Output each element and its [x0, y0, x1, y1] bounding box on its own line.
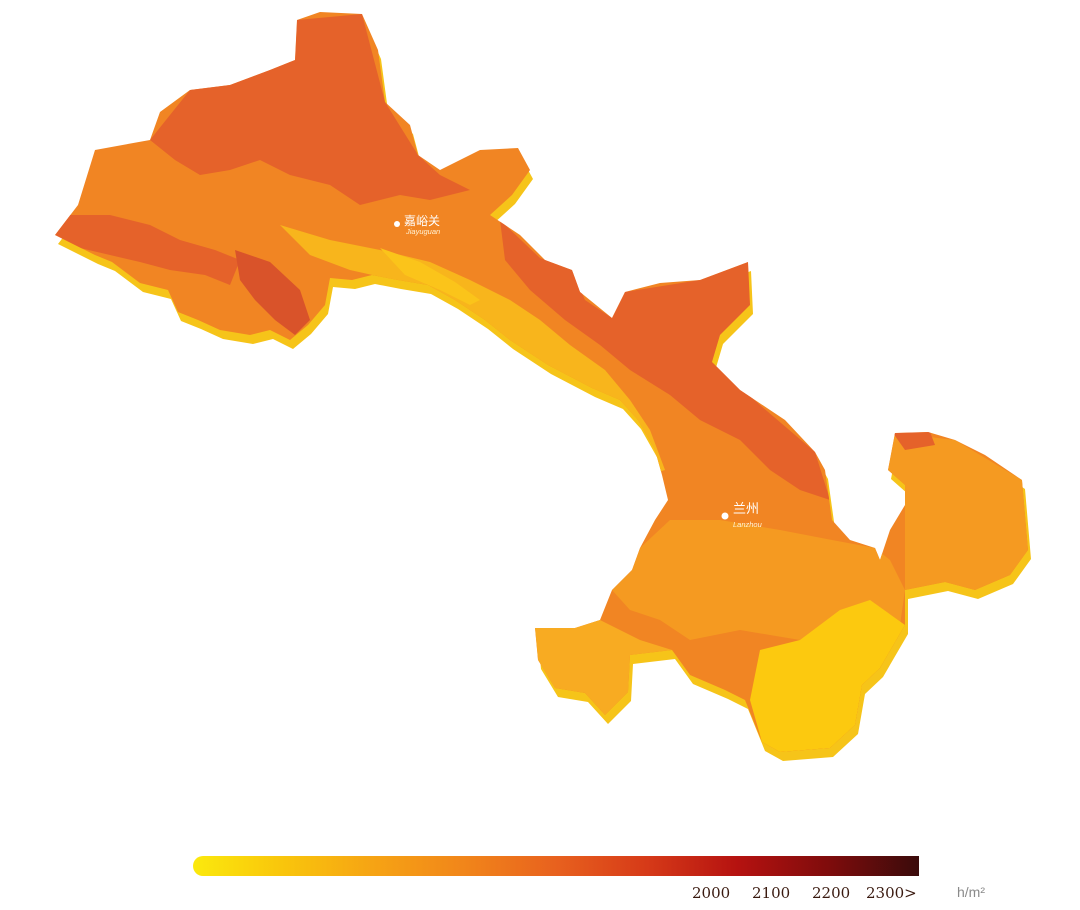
- city-dot: [721, 512, 729, 520]
- city-sublabel: Jiayuguan: [405, 227, 440, 236]
- zone-light-strip: [380, 248, 480, 305]
- city-label: 嘉峪关: [404, 214, 440, 228]
- zone-mid-southwest: [535, 620, 690, 715]
- zone-dark-mountain: [235, 250, 310, 335]
- legend-tick: 2200: [812, 884, 851, 902]
- legend-color-bar: [193, 856, 919, 876]
- city-sublabel: Lanzhou: [733, 520, 763, 529]
- zone-light-south: [750, 600, 905, 752]
- legend-tick: 2000: [692, 884, 731, 902]
- zone-dark-small: [893, 432, 935, 450]
- zone-dark-north: [150, 14, 470, 205]
- legend-unit: h/m²: [957, 884, 985, 900]
- city-lanzhou: 兰州 Lanzhou: [721, 502, 763, 529]
- city-dot: [394, 221, 400, 227]
- legend-tick: 2300>: [866, 884, 917, 902]
- zone-mid-northeast: [888, 433, 1028, 590]
- zone-dark-west: [55, 215, 240, 285]
- zone-light-corridor: [280, 225, 665, 475]
- city-label: 兰州: [733, 502, 759, 517]
- zone-dark-corridor: [500, 220, 830, 500]
- city-jiayuguan: 嘉峪关 Jiayuguan: [394, 214, 440, 236]
- legend-tick: 2100: [752, 884, 791, 902]
